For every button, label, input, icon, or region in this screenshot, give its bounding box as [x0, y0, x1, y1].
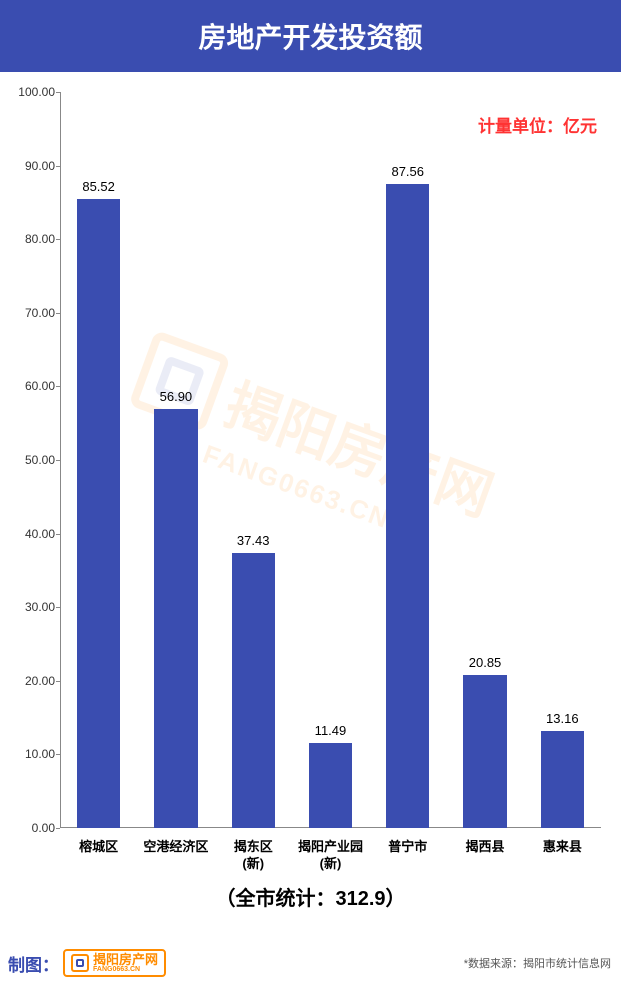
y-tick-label: 20.00: [10, 674, 55, 688]
y-tick-mark: [56, 460, 60, 461]
y-tick-label: 10.00: [10, 747, 55, 761]
logo-sub: FANG0663.CN: [93, 966, 158, 973]
x-tick-label: 惠来县: [524, 839, 601, 873]
footer-credit: 制图： 揭阳房产网 FANG0663.CN: [8, 949, 166, 977]
bar: 11.49: [309, 743, 352, 828]
x-tick-label: 揭东区(新): [215, 839, 292, 873]
chart-title: 房地产开发投资额: [198, 16, 422, 56]
y-tick-label: 80.00: [10, 232, 55, 246]
bar-slot: 20.85: [446, 92, 523, 828]
bar-slot: 56.90: [137, 92, 214, 828]
y-tick-label: 30.00: [10, 600, 55, 614]
y-tick-label: 40.00: [10, 527, 55, 541]
bar: 56.90: [154, 409, 197, 828]
bar-slot: 13.16: [524, 92, 601, 828]
bar-value-label: 11.49: [315, 723, 347, 738]
x-tick-label: 普宁市: [369, 839, 446, 873]
x-tick-label: 榕城区: [60, 839, 137, 873]
bar: 13.16: [541, 731, 584, 828]
bar-value-label: 56.90: [160, 389, 193, 404]
data-source: *数据来源：揭阳市统计信息网: [464, 955, 611, 971]
x-labels: 榕城区空港经济区揭东区(新)揭阳产业园(新)普宁市揭西县惠来县: [60, 839, 601, 873]
footer: 制图： 揭阳房产网 FANG0663.CN *数据来源：揭阳市统计信息网: [0, 943, 621, 983]
x-tick-label: 空港经济区: [137, 839, 214, 873]
bar: 85.52: [77, 199, 120, 828]
y-tick-mark: [56, 681, 60, 682]
bar: 87.56: [386, 184, 429, 828]
y-tick-label: 70.00: [10, 306, 55, 320]
y-tick-mark: [56, 166, 60, 167]
y-tick-mark: [56, 754, 60, 755]
bar-slot: 11.49: [292, 92, 369, 828]
bar-value-label: 85.52: [82, 179, 115, 194]
bar-value-label: 13.16: [546, 711, 579, 726]
logo-icon: [71, 954, 89, 972]
bar-value-label: 37.43: [237, 533, 270, 548]
y-tick-mark: [56, 239, 60, 240]
y-tick-mark: [56, 386, 60, 387]
x-tick-label: 揭阳产业园(新): [292, 839, 369, 873]
y-tick-label: 0.00: [10, 821, 55, 835]
bar-value-label: 87.56: [391, 164, 424, 179]
bar-slot: 37.43: [215, 92, 292, 828]
total-summary: （全市统计：312.9）: [0, 882, 621, 911]
y-tick-mark: [56, 607, 60, 608]
logo-text: 揭阳房产网: [93, 953, 158, 966]
bar-slot: 87.56: [369, 92, 446, 828]
y-tick-label: 60.00: [10, 379, 55, 393]
bar-slot: 85.52: [60, 92, 137, 828]
y-tick-mark: [56, 828, 60, 829]
logo-box: 揭阳房产网 FANG0663.CN: [63, 949, 166, 977]
x-tick-label: 揭西县: [446, 839, 523, 873]
y-tick-mark: [56, 313, 60, 314]
bar: 37.43: [232, 553, 275, 828]
credit-prefix: 制图：: [8, 951, 59, 976]
y-tick-label: 100.00: [10, 85, 55, 99]
y-tick-mark: [56, 92, 60, 93]
chart-area: 计量单位：亿元 揭阳房产网 FANG0663.CN 85.5256.9037.4…: [0, 72, 621, 943]
y-tick-label: 90.00: [10, 159, 55, 173]
y-tick-label: 50.00: [10, 453, 55, 467]
bar-value-label: 20.85: [469, 655, 502, 670]
y-tick-mark: [56, 534, 60, 535]
chart-title-bar: 房地产开发投资额: [0, 0, 621, 72]
bar: 20.85: [463, 675, 506, 828]
bars-container: 85.52 56.90 37.43 11.49 87.56 20.85 13.16: [60, 92, 601, 828]
plot-region: 85.5256.9037.4311.4987.5620.8513.16 0.00…: [60, 92, 601, 828]
